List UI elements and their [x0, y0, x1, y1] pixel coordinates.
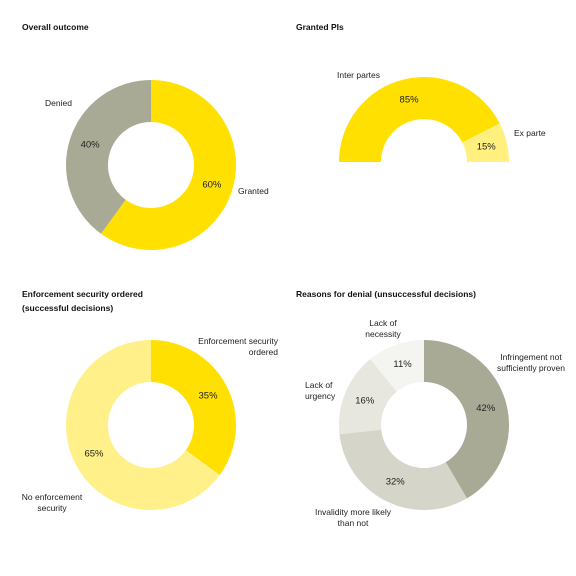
value-label: 65%: [84, 449, 104, 460]
value-label: 15%: [477, 142, 497, 153]
chart-title: Overall outcome: [22, 22, 89, 32]
slice: [339, 77, 500, 162]
value-label: 60%: [202, 179, 222, 190]
slice: [424, 340, 509, 499]
category-label: Denied: [45, 98, 72, 108]
category-label: Ex parte: [514, 128, 546, 138]
chart-title: Enforcement security ordered: [22, 289, 143, 299]
category-label: Enforcement security ordered: [198, 336, 278, 357]
category-label: Lack of necessity: [365, 318, 401, 339]
slice: [65, 80, 151, 234]
value-label: 85%: [400, 94, 420, 105]
chart-subtitle: (successful decisions): [22, 303, 114, 313]
slice: [339, 359, 397, 435]
slice: [66, 340, 220, 510]
value-label: 11%: [393, 359, 412, 370]
slice: [462, 123, 509, 162]
category-label: Lack of urgency: [305, 380, 336, 401]
category-label: Granted: [238, 186, 269, 196]
category-label: Infringement not sufficiently proven: [497, 352, 565, 373]
slice: [370, 340, 424, 392]
category-label: No enforcement security: [21, 492, 83, 513]
value-label: 35%: [199, 390, 219, 401]
slice: [151, 340, 237, 475]
chart-title: Reasons for denial (unsuccessful decisio…: [296, 289, 476, 299]
category-label: Inter partes: [337, 70, 380, 80]
value-label: 32%: [386, 477, 406, 488]
category-label: Invalidity more likely than not: [314, 507, 392, 528]
slice: [101, 80, 236, 250]
value-label: 40%: [81, 140, 101, 151]
slice: [339, 429, 467, 510]
value-label: 42%: [476, 403, 496, 414]
value-label: 16%: [355, 395, 375, 406]
chart-title: Granted PIs: [296, 22, 344, 32]
